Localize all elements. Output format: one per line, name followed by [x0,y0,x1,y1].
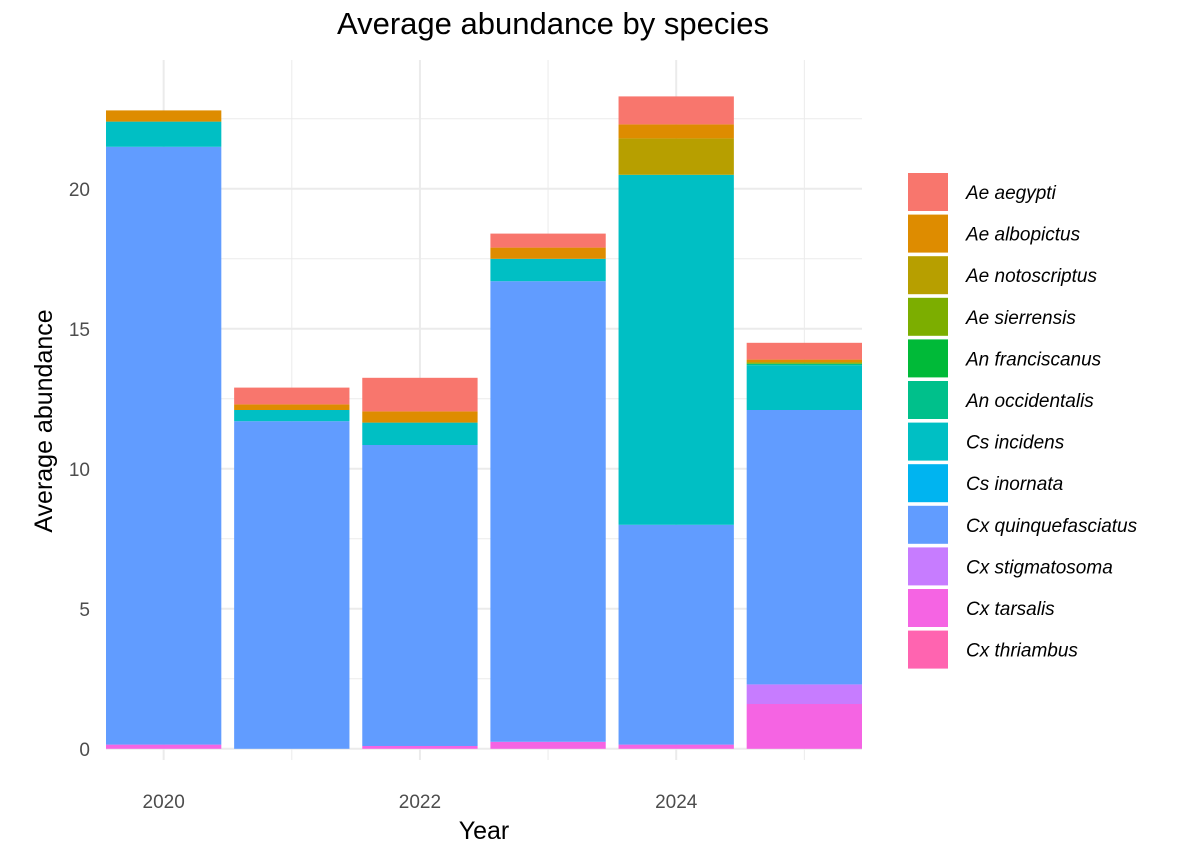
x-tick-label: 2020 [143,792,185,813]
bar-segment-ae-aegypti-2025 [746,342,862,360]
bar-segment-cx-quinquefasciatus-2022 [362,445,478,746]
legend-key [908,339,948,378]
bar-segment-ae-albopictus-2025 [746,359,862,363]
y-tick-label: 5 [79,600,90,621]
legend-label: Cx stigmatosoma [966,557,1113,578]
bar-segment-cs-incidens-2020 [106,121,222,147]
legend-key [908,505,948,544]
bar-segment-ae-albopictus-2022 [362,411,478,423]
legend-key [908,381,948,419]
x-axis-title: Year [459,817,510,845]
legend-label: An franciscanus [965,349,1102,370]
legend-label: Cx thriambus [966,641,1078,662]
bar-segment-cs-incidens-2022 [362,422,478,445]
x-axis-ticks: 2020 2022 2024 [143,792,698,813]
bar-segment-cx-quinquefasciatus-2023 [490,281,606,742]
bar-segment-cx-tarsalis-2022 [362,746,478,749]
legend-key [908,589,948,627]
bar-segment-ae-albopictus-2020 [106,110,222,122]
bar-segment-an-occidentalis-2025 [746,363,862,366]
legend-key [908,547,948,586]
bar-segment-cx-tarsalis-2023 [490,741,606,749]
bar-segment-ae-albopictus-2023 [490,247,606,259]
bar-segment-ae-albopictus-2024 [618,124,734,139]
legend-key [908,422,948,461]
legend-label: Cx tarsalis [966,599,1055,620]
legend-key [908,214,948,253]
bars [106,96,862,749]
bar-segment-cx-quinquefasciatus-2020 [106,146,222,745]
y-tick-label: 20 [69,180,90,201]
bar-segment-cx-quinquefasciatus-2025 [746,410,862,685]
bar-segment-ae-albopictus-2021 [234,404,350,410]
bar-segment-cx-tarsalis-2020 [106,744,222,749]
bar-segment-cs-incidens-2025 [746,365,862,410]
legend: Ae aegypti Ae albopictus Ae notoscriptus Ae… [908,173,1138,669]
bar-segment-cx-quinquefasciatus-2021 [234,421,350,749]
bar-segment-ae-aegypti-2024 [618,96,734,125]
y-tick-label: 0 [79,740,90,761]
bar-segment-ae-aegypti-2022 [362,377,478,412]
legend-label: Ae albopictus [965,225,1081,246]
legend-key [908,464,948,503]
bar-segment-cs-incidens-2023 [490,258,606,282]
bar-segment-cx-tarsalis-2025 [746,704,862,749]
legend-key [908,297,948,336]
bar-segment-cs-incidens-2021 [234,410,350,422]
legend-label: Ae aegypti [965,183,1057,204]
bar-segment-ae-aegypti-2021 [234,387,350,405]
legend-label: Cs inornata [966,474,1063,495]
legend-key [908,173,948,211]
bar-segment-ae-sierrensis-2025 [746,362,862,364]
bar-segment-cs-incidens-2024 [618,174,734,525]
legend-label: An occidentalis [965,391,1094,412]
x-tick-label: 2022 [399,792,441,813]
legend-label: Cs incidens [966,433,1065,454]
bar-segment-ae-aegypti-2023 [490,233,606,248]
chart-title: Average abundance by species [337,6,769,41]
legend-label: Ae notoscriptus [965,266,1097,287]
legend-label: Ae sierrensis [965,308,1076,329]
y-tick-label: 15 [69,320,90,341]
bar-segment-cx-stigmatosoma-2025 [746,684,862,704]
y-axis-title: Average abundance [30,309,58,532]
bar-segment-ae-notoscriptus-2024 [618,138,734,175]
x-tick-label: 2024 [655,792,698,813]
bar-segment-cx-quinquefasciatus-2024 [618,524,734,745]
y-tick-label: 10 [69,460,90,481]
legend-key [908,630,948,669]
legend-key [908,256,948,295]
bar-segment-cx-tarsalis-2024 [618,744,734,749]
y-axis-ticks: 0 5 10 15 20 [69,180,90,761]
legend-label: Cx quinquefasciatus [966,516,1138,537]
